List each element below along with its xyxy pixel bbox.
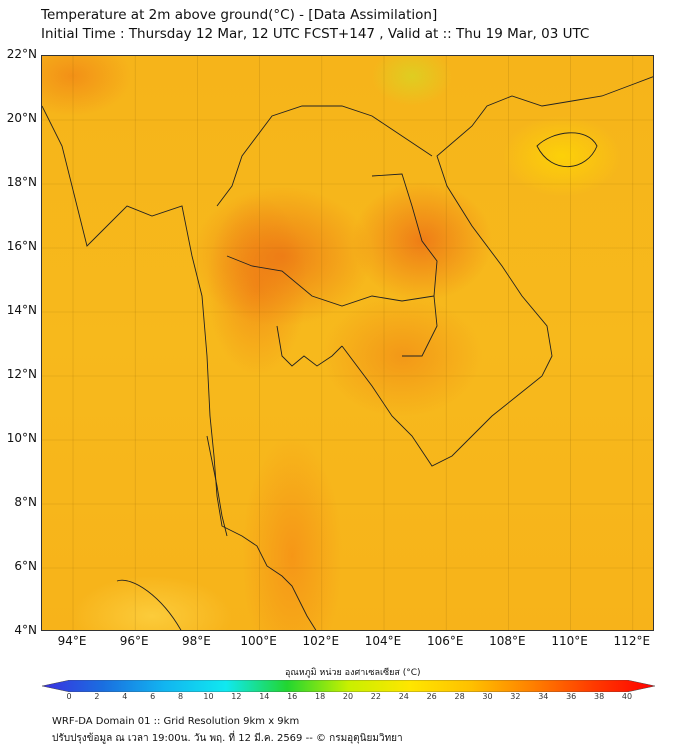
lat-label: 18°N — [6, 175, 37, 189]
temperature-map — [41, 55, 654, 631]
colorbar-tick-label: 36 — [566, 692, 577, 701]
footer-model-info: WRF-DA Domain 01 :: Grid Resolution 9km … — [52, 716, 300, 727]
colorbar-tick-label: 14 — [259, 692, 270, 701]
colorbar-tick-label: 34 — [538, 692, 549, 701]
lat-label: 14°N — [6, 303, 37, 317]
lon-label: 108°E — [489, 634, 526, 648]
colorbar — [42, 680, 655, 692]
colorbar-tick-label: 18 — [315, 692, 326, 701]
colorbar-tick-label: 22 — [370, 692, 381, 701]
lat-label: 6°N — [14, 559, 37, 573]
lat-label: 20°N — [6, 111, 37, 125]
lon-label: 98°E — [181, 634, 211, 648]
colorbar-tick-label: 6 — [150, 692, 156, 701]
colorbar-tick-label: 8 — [178, 692, 184, 701]
colorbar-title: อุณหภูมิ หน่วย องศาเซลเซียส (°C) — [285, 668, 421, 678]
colorbar-tick-label: 26 — [426, 692, 437, 701]
colorbar-tick-label: 24 — [398, 692, 409, 701]
colorbar-tick-label: 0 — [66, 692, 72, 701]
chart-title: Temperature at 2m above ground(°C) - [Da… — [41, 7, 438, 23]
lon-label: 96°E — [119, 634, 149, 648]
lon-label: 104°E — [364, 634, 402, 648]
colorbar-tick-label: 12 — [231, 692, 242, 701]
lat-label: 22°N — [6, 47, 37, 61]
lon-label: 110°E — [551, 634, 588, 648]
colorbar-tick-label: 16 — [287, 692, 298, 701]
lon-label: 106°E — [426, 634, 464, 648]
colorbar-tick-label: 28 — [454, 692, 465, 701]
colorbar-tick-label: 38 — [594, 692, 605, 701]
map-overlay — [42, 56, 653, 630]
colorbar-tick-label: 32 — [510, 692, 521, 701]
coastlines-borders — [42, 76, 653, 630]
lon-label: 102°E — [302, 634, 340, 648]
colorbar-tick-label: 20 — [342, 692, 354, 701]
lat-label: 4°N — [14, 623, 37, 637]
colorbar-bar — [42, 680, 655, 692]
colorbar-tick-label: 4 — [122, 692, 128, 701]
colorbar-tick-label: 40 — [621, 692, 633, 701]
lat-label: 16°N — [6, 239, 37, 253]
colorbar-tick-label: 10 — [203, 692, 214, 701]
lat-label: 10°N — [6, 431, 37, 445]
lon-label: 94°E — [57, 634, 87, 648]
graticule — [42, 56, 653, 630]
lon-label: 112°E — [613, 634, 651, 648]
lat-label: 8°N — [14, 495, 37, 509]
lat-label: 12°N — [6, 367, 37, 381]
colorbar-tick-label: 2 — [94, 692, 100, 701]
footer-update-info: ปรับปรุงข้อมูล ณ เวลา 19:00น. วัน พฤ. ที… — [52, 733, 403, 744]
colorbar-tick-label: 30 — [482, 692, 493, 701]
lon-label: 100°E — [240, 634, 277, 648]
chart-subtitle: Initial Time : Thursday 12 Mar, 12 UTC F… — [41, 26, 590, 42]
